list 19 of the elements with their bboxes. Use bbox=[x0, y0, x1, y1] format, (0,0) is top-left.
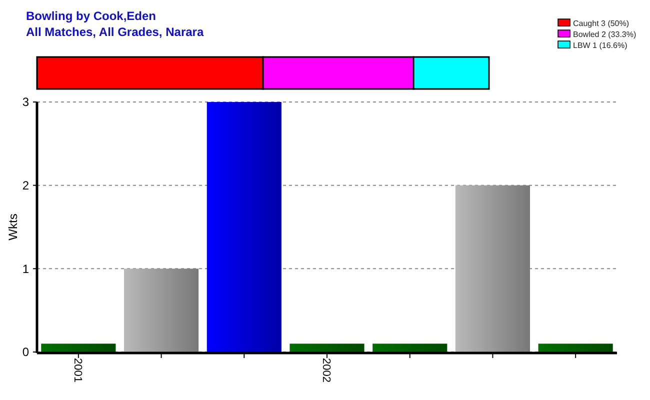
bar bbox=[41, 344, 116, 352]
chart-title: Bowling by Cook,Eden bbox=[26, 9, 156, 23]
legend-label: Caught 3 (50%) bbox=[573, 19, 630, 28]
y-tick-label: 2 bbox=[22, 178, 30, 193]
chart-subtitle: All Matches, All Grades, Narara bbox=[26, 25, 204, 39]
bar bbox=[455, 185, 530, 352]
y-tick-label: 1 bbox=[22, 262, 30, 276]
y-tick-label: 3 bbox=[22, 95, 30, 110]
legend-label: Bowled 2 (33.3%) bbox=[573, 30, 636, 39]
bar bbox=[372, 344, 448, 352]
bar bbox=[538, 344, 613, 352]
bar bbox=[290, 344, 364, 352]
x-tick-label: 2001 bbox=[72, 358, 84, 382]
legend-label: LBW 1 (16.6%) bbox=[573, 41, 628, 50]
x-tick-label: 2002 bbox=[320, 358, 332, 382]
y-axis-title: Wkts bbox=[6, 214, 20, 240]
bar bbox=[124, 268, 199, 352]
y-tick-label: 0 bbox=[22, 345, 30, 360]
bar bbox=[206, 102, 282, 352]
